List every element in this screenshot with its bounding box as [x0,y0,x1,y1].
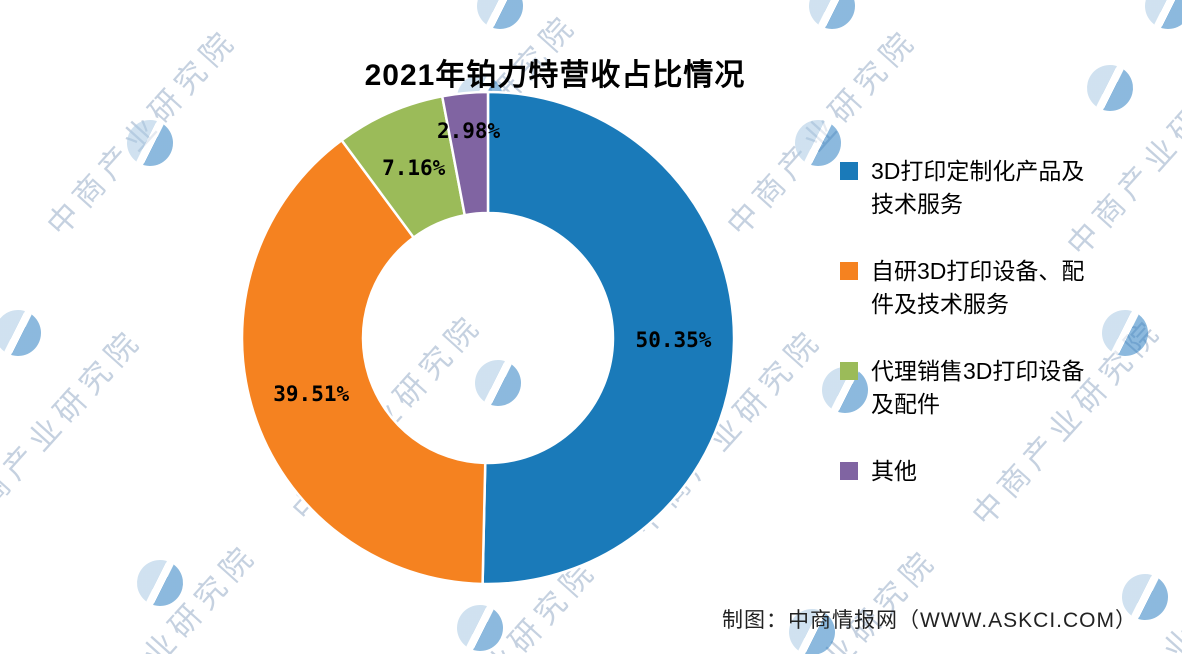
pie-slice-1 [240,138,487,586]
legend-item: 代理销售3D打印设备及配件 [840,355,1150,421]
pie-slice-0 [481,90,736,586]
watermark-text: 中商产业研究院 [1080,531,1182,654]
askci-logo-icon [124,117,176,169]
legend-label: 其他 [871,458,917,484]
source-credit: 制图：中商情报网（WWW.ASKCI.COM） [722,609,1137,632]
askci-logo-icon [792,117,844,169]
legend: 3D打印定制化产品及技术服务 自研3D打印设备、配件及技术服务 代理销售3D打印设备… [840,155,1150,522]
watermark-text: 中商产业研究院 [60,536,265,654]
watermark-text: 中商产业研究院 [0,321,150,543]
askci-logo-icon [0,307,44,359]
askci-logo-icon [1142,0,1182,32]
donut-chart: 50.35% 39.51% 7.16% 2.98% [238,88,738,588]
legend-label: 代理销售3D打印设备及配件 [871,358,1085,417]
donut-svg [240,90,736,586]
chart-title: 2021年铂力特营收占比情况 [364,59,746,93]
legend-item: 3D打印定制化产品及技术服务 [840,155,1150,221]
watermark-text: 中商产业研究院 [740,541,945,654]
askci-logo-icon [806,0,858,32]
legend-swatch [840,462,858,480]
legend-label: 自研3D打印设备、配件及技术服务 [871,258,1085,317]
legend-swatch [840,262,858,280]
legend-label: 3D打印定制化产品及技术服务 [871,158,1085,217]
askci-logo-icon [134,557,186,609]
legend-swatch [840,362,858,380]
askci-logo-icon [474,0,526,32]
legend-item: 其他 [840,455,1150,488]
legend-swatch [840,162,858,180]
askci-logo-icon [454,602,506,654]
legend-item: 自研3D打印设备、配件及技术服务 [840,255,1150,321]
